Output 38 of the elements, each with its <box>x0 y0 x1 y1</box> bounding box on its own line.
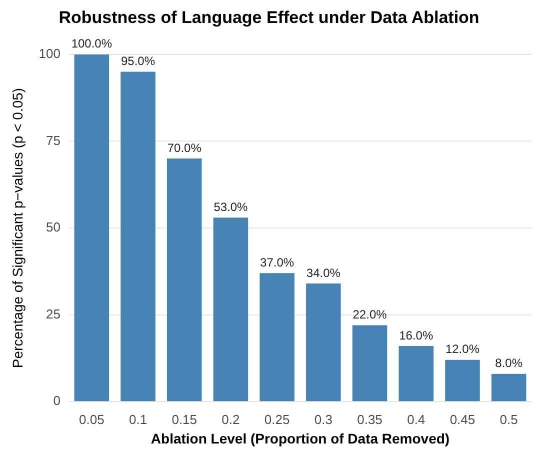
data-label: 70.0% <box>167 140 202 155</box>
bar <box>445 360 480 402</box>
x-tick-label: 0.5 <box>500 412 518 427</box>
bar <box>352 325 388 402</box>
x-tick-label: 0.1 <box>128 412 148 427</box>
x-tick-label: 0.05 <box>79 412 104 427</box>
data-label: 37.0% <box>260 255 294 270</box>
x-tick-label: 0.35 <box>357 412 382 427</box>
x-tick-label: 0.2 <box>222 412 240 427</box>
y-tick-label: 0 <box>53 393 60 408</box>
data-label: 95.0% <box>121 54 156 68</box>
bar <box>213 218 248 402</box>
y-axis-title: Percentage of Significant p−values (p < 0.05) <box>9 88 26 368</box>
x-axis-title: Ablation Level (Proportion of Data Removed) <box>150 430 450 446</box>
data-label: 34.0% <box>306 266 341 280</box>
bar <box>74 54 110 402</box>
y-tick-label: 25 <box>46 306 60 322</box>
x-tick-label: 0.45 <box>450 412 476 427</box>
data-label: 8.0% <box>495 356 523 370</box>
bar <box>306 284 341 402</box>
x-tick-label: 0.25 <box>264 412 290 427</box>
bar <box>260 273 294 402</box>
x-tick-label: 0.4 <box>407 412 426 427</box>
data-label: 12.0% <box>445 342 480 356</box>
bar <box>491 374 526 402</box>
data-label: 100.0% <box>71 36 112 51</box>
bar <box>166 158 202 402</box>
chart-title: Robustness of Language Effect under Data Ablation <box>58 8 480 27</box>
x-tick-label: 0.3 <box>314 412 332 427</box>
y-tick-label: 100 <box>38 46 60 61</box>
y-tick-label: 50 <box>46 220 60 235</box>
x-tick-label: 0.15 <box>172 412 198 427</box>
bar <box>398 346 434 402</box>
data-label: 53.0% <box>214 200 248 214</box>
bar <box>120 72 156 402</box>
data-label: 16.0% <box>399 328 434 342</box>
data-label: 22.0% <box>352 308 388 322</box>
y-tick-label: 75 <box>46 132 60 148</box>
